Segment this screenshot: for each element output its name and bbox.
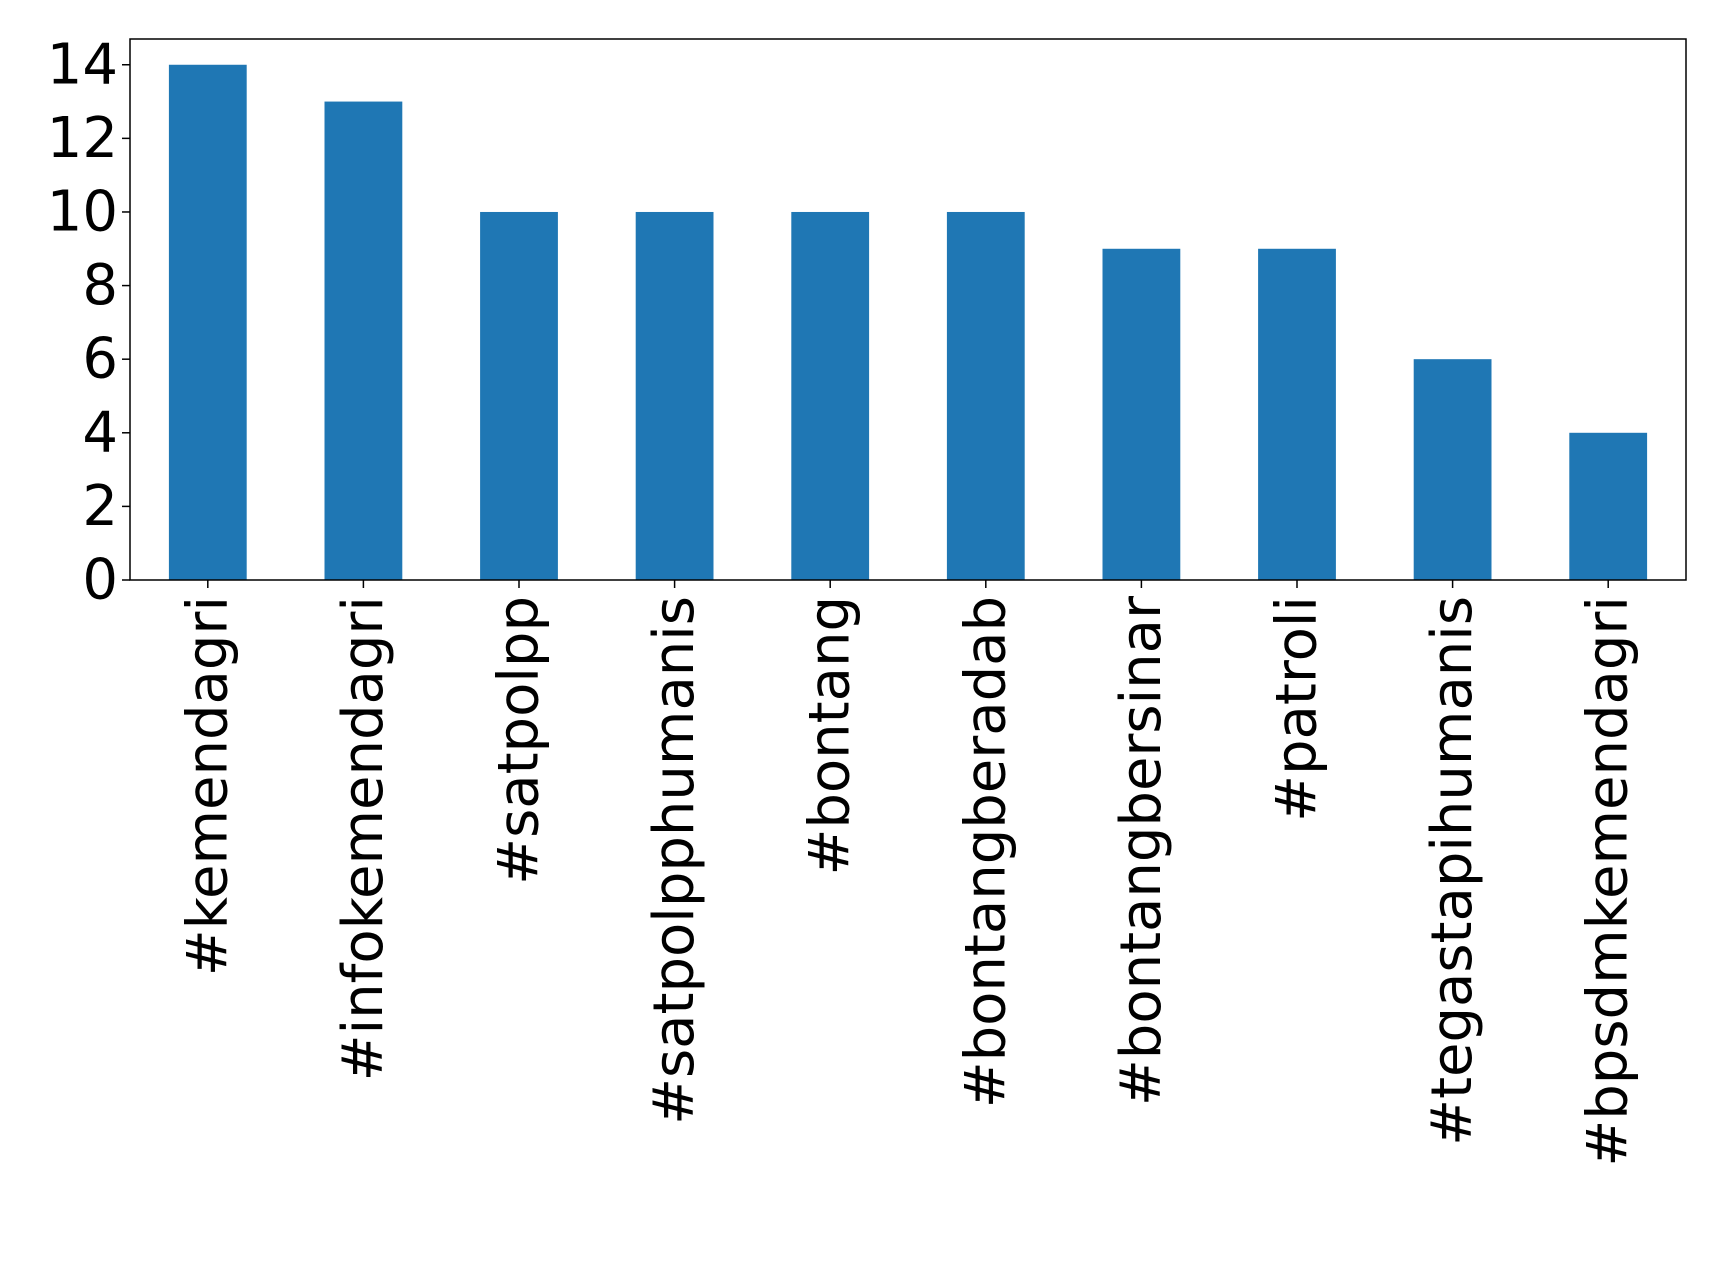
x-tick-label: #infokemendagri [331, 596, 396, 1081]
y-tick-label: 10 [47, 179, 118, 244]
x-tick-label: #kemendagri [175, 596, 240, 976]
bar [324, 101, 403, 580]
y-tick-label: 0 [82, 548, 118, 613]
bar [635, 211, 714, 580]
y-tick-label: 14 [47, 32, 118, 97]
x-tick-label: #bontangberadab [953, 596, 1018, 1108]
bar [1569, 432, 1648, 580]
x-tick-label: #satpolpp [487, 596, 552, 885]
y-axis: 0 2 4 6 8 10 12 14 [47, 32, 130, 613]
x-tick-label: #bontang [798, 596, 863, 876]
x-tick-label: #patroli [1265, 596, 1330, 822]
y-tick-label: 8 [82, 253, 118, 318]
bar [1102, 248, 1181, 580]
x-axis: #kemendagri #infokemendagri #satpolpp #satp… [175, 580, 1641, 1167]
bar [480, 211, 558, 580]
x-tick-label: #tegastapihumanis [1420, 596, 1485, 1146]
x-tick-label: #bontangbersinar [1109, 595, 1174, 1106]
y-tick-label: 6 [82, 327, 118, 392]
bar [1258, 248, 1336, 580]
bar [168, 64, 247, 580]
plot-area-frame [129, 38, 1687, 581]
bar [1413, 359, 1492, 580]
y-tick-label: 12 [47, 106, 118, 171]
x-tick-label: #satpolpphumanis [642, 596, 707, 1125]
bar [946, 211, 1025, 580]
bars-layer [168, 64, 1648, 580]
bar [791, 211, 870, 580]
y-tick-label: 4 [82, 400, 118, 465]
x-tick-label: #bpsdmkemendagri [1576, 596, 1641, 1167]
y-tick-label: 2 [82, 474, 118, 539]
